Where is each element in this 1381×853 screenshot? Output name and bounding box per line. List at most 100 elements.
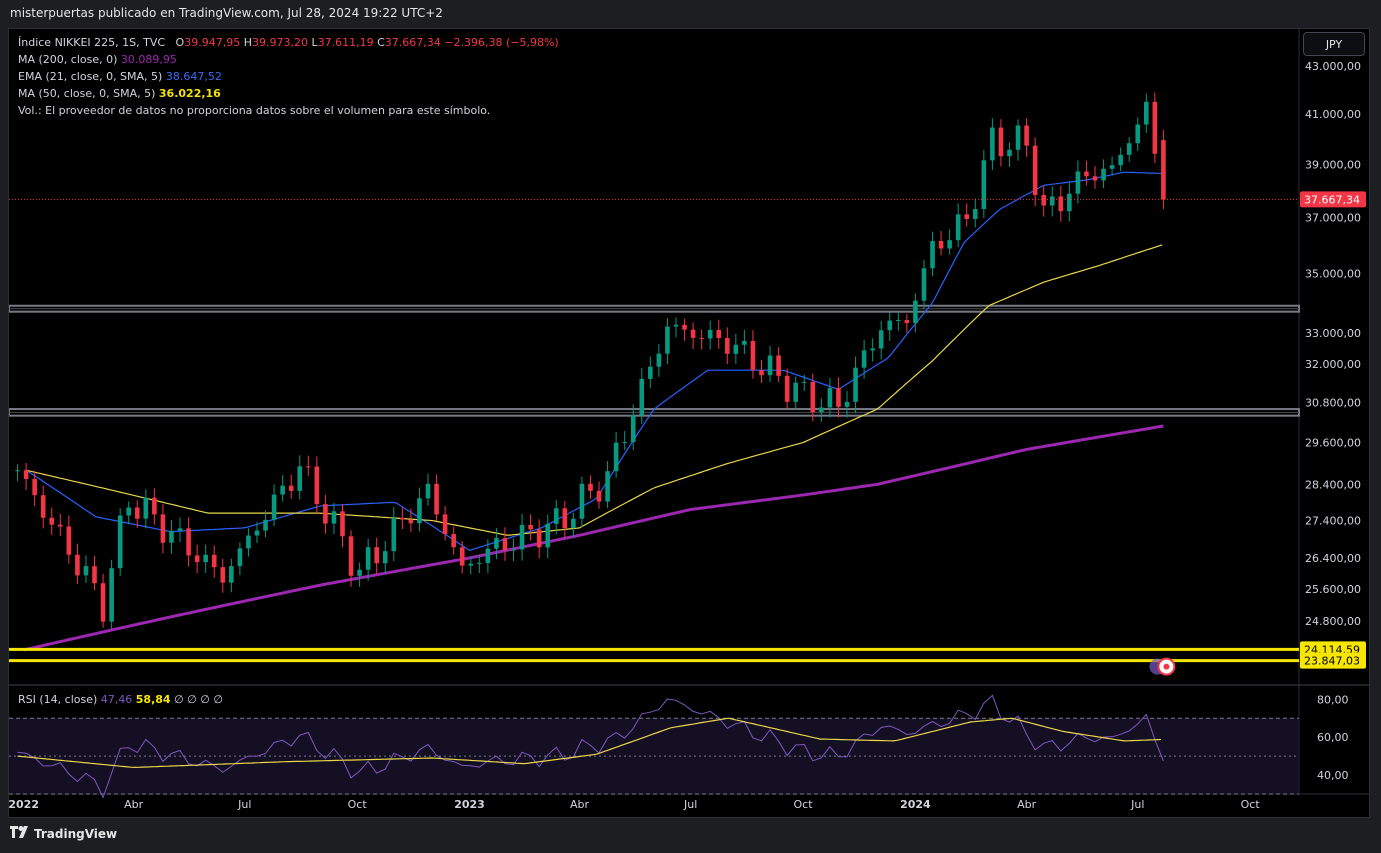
candle[interactable]: [767, 346, 773, 383]
legend-ema21-row[interactable]: EMA (21, close, 0, SMA, 5) 38.647,52: [18, 68, 559, 85]
candle[interactable]: [1049, 186, 1055, 217]
candle[interactable]: [613, 431, 619, 478]
rsi-line[interactable]: [17, 694, 1164, 799]
candle[interactable]: [511, 538, 516, 562]
candle[interactable]: [998, 119, 1004, 167]
candle[interactable]: [288, 474, 294, 499]
candle[interactable]: [759, 359, 764, 384]
candle[interactable]: [562, 501, 568, 538]
candle[interactable]: [699, 329, 704, 350]
candle[interactable]: [374, 537, 379, 575]
candle[interactable]: [588, 475, 593, 499]
candle[interactable]: [246, 528, 251, 557]
candle[interactable]: [237, 542, 243, 576]
candle[interactable]: [109, 559, 114, 629]
candle[interactable]: [1067, 182, 1072, 222]
candle[interactable]: [1118, 147, 1123, 172]
candle[interactable]: [58, 513, 63, 537]
support-price-label[interactable]: 23.847,03: [1300, 652, 1366, 669]
ema21-line[interactable]: [25, 171, 1163, 551]
candle[interactable]: [1092, 166, 1098, 189]
candle[interactable]: [75, 543, 80, 584]
candle[interactable]: [1101, 159, 1106, 189]
candle[interactable]: [622, 431, 627, 450]
candle[interactable]: [1032, 137, 1038, 207]
candle[interactable]: [126, 501, 132, 524]
candle[interactable]: [853, 356, 858, 413]
legend-volume-row[interactable]: Vol.: El proveedor de datos no proporcio…: [18, 102, 559, 119]
candle[interactable]: [1161, 130, 1166, 210]
candle[interactable]: [955, 203, 961, 247]
candle[interactable]: [1058, 185, 1064, 222]
candle[interactable]: [408, 508, 414, 533]
candle[interactable]: [648, 356, 653, 389]
rsi-ma-line[interactable]: [17, 717, 1162, 769]
candle[interactable]: [451, 526, 456, 555]
candle[interactable]: [1041, 185, 1046, 217]
candle[interactable]: [528, 514, 533, 541]
candle[interactable]: [836, 377, 841, 418]
candle[interactable]: [630, 404, 636, 451]
candle[interactable]: [143, 489, 149, 529]
candle[interactable]: [861, 339, 867, 379]
candle[interactable]: [870, 338, 875, 362]
candle[interactable]: [502, 527, 508, 561]
candle[interactable]: [340, 504, 345, 548]
candle[interactable]: [1015, 119, 1021, 161]
candle[interactable]: [229, 558, 234, 593]
candle[interactable]: [117, 508, 123, 576]
candle[interactable]: [1109, 156, 1115, 176]
candle[interactable]: [305, 455, 311, 476]
candle[interactable]: [1144, 93, 1149, 134]
candle[interactable]: [357, 562, 362, 587]
candle[interactable]: [177, 517, 183, 542]
candle[interactable]: [596, 481, 602, 509]
candle[interactable]: [254, 522, 260, 543]
candle[interactable]: [23, 462, 29, 491]
candle[interactable]: [365, 538, 371, 581]
currency-button[interactable]: JPY: [1303, 32, 1365, 56]
candle[interactable]: [784, 368, 790, 409]
candle[interactable]: [425, 473, 431, 506]
candle[interactable]: [400, 506, 405, 529]
candle[interactable]: [682, 318, 687, 341]
candle[interactable]: [536, 519, 542, 559]
candle[interactable]: [1135, 117, 1141, 151]
candle[interactable]: [468, 556, 474, 575]
candle[interactable]: [742, 329, 747, 355]
ma50-line[interactable]: [25, 244, 1163, 536]
ma200-line[interactable]: [23, 424, 1164, 652]
candle[interactable]: [690, 322, 696, 349]
candle[interactable]: [15, 464, 20, 482]
chart-frame[interactable]: 24.800,00 25.600,00 26.400,00 27.400,00 28.4…: [8, 28, 1370, 818]
candle[interactable]: [639, 368, 645, 425]
candle[interactable]: [442, 506, 448, 541]
candle[interactable]: [819, 398, 824, 422]
candle[interactable]: [990, 118, 995, 170]
candle[interactable]: [553, 499, 559, 535]
legend-ma200-row[interactable]: MA (200, close, 0) 30.089,95: [18, 51, 559, 68]
candle[interactable]: [545, 514, 551, 559]
candle[interactable]: [776, 347, 781, 383]
candle[interactable]: [887, 312, 893, 341]
candle[interactable]: [793, 376, 799, 410]
candle[interactable]: [49, 507, 55, 535]
candle[interactable]: [904, 313, 910, 333]
candle[interactable]: [673, 317, 679, 338]
candle[interactable]: [220, 558, 226, 593]
candle[interactable]: [810, 373, 816, 422]
candle[interactable]: [1126, 137, 1132, 162]
last-price-label[interactable]: 37.667,34: [1300, 191, 1366, 208]
candle[interactable]: [348, 530, 354, 587]
candle[interactable]: [707, 320, 713, 350]
candle[interactable]: [733, 333, 739, 364]
candle[interactable]: [211, 545, 217, 578]
candle[interactable]: [1084, 160, 1089, 186]
candle[interactable]: [391, 507, 397, 562]
candle[interactable]: [92, 556, 97, 591]
candle[interactable]: [1024, 118, 1029, 157]
candle[interactable]: [801, 374, 807, 391]
tradingview-logo[interactable]: TradingView: [10, 826, 117, 841]
candle[interactable]: [32, 470, 37, 507]
candle[interactable]: [100, 573, 106, 628]
